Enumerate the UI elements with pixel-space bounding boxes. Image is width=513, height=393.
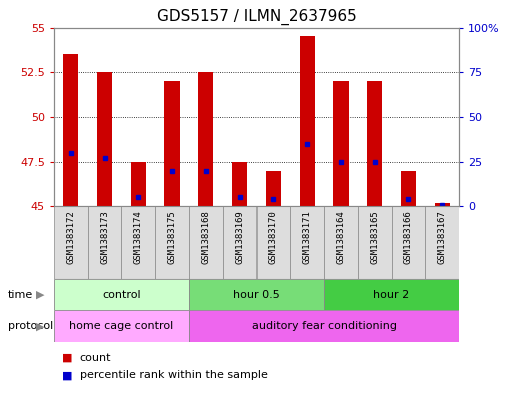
Text: GSM1383174: GSM1383174: [134, 210, 143, 264]
Text: ■: ■: [62, 370, 72, 380]
Text: time: time: [8, 290, 33, 300]
Text: GSM1383168: GSM1383168: [201, 210, 210, 264]
Bar: [391, 206, 425, 279]
Text: auditory fear conditioning: auditory fear conditioning: [251, 321, 397, 331]
Bar: [367, 81, 382, 206]
Bar: [54, 279, 189, 310]
Bar: [189, 279, 324, 310]
Bar: [131, 162, 146, 206]
Text: protocol: protocol: [8, 321, 53, 331]
Bar: [435, 203, 450, 206]
Bar: [425, 206, 459, 279]
Text: GSM1383165: GSM1383165: [370, 210, 379, 264]
Bar: [54, 310, 189, 342]
Bar: [54, 206, 88, 279]
Bar: [155, 206, 189, 279]
Text: home cage control: home cage control: [69, 321, 173, 331]
Bar: [333, 81, 348, 206]
Bar: [189, 206, 223, 279]
Text: hour 2: hour 2: [373, 290, 410, 300]
Text: GSM1383166: GSM1383166: [404, 210, 413, 264]
Text: percentile rank within the sample: percentile rank within the sample: [80, 370, 267, 380]
Bar: [189, 310, 459, 342]
Text: GSM1383167: GSM1383167: [438, 210, 447, 264]
Text: GSM1383173: GSM1383173: [100, 210, 109, 264]
Text: ▶: ▶: [36, 290, 45, 300]
Text: hour 0.5: hour 0.5: [233, 290, 280, 300]
Text: control: control: [102, 290, 141, 300]
Text: ■: ■: [62, 353, 72, 363]
Bar: [198, 72, 213, 206]
Text: ▶: ▶: [36, 321, 45, 331]
Bar: [97, 72, 112, 206]
Bar: [290, 206, 324, 279]
Bar: [324, 206, 358, 279]
Bar: [358, 206, 391, 279]
Text: GSM1383171: GSM1383171: [303, 210, 312, 264]
Bar: [324, 279, 459, 310]
Text: GSM1383169: GSM1383169: [235, 210, 244, 264]
Text: GSM1383164: GSM1383164: [337, 210, 345, 264]
Title: GDS5157 / ILMN_2637965: GDS5157 / ILMN_2637965: [156, 9, 357, 25]
Bar: [223, 206, 256, 279]
Text: GSM1383170: GSM1383170: [269, 210, 278, 264]
Bar: [266, 171, 281, 206]
Text: GSM1383175: GSM1383175: [168, 210, 176, 264]
Bar: [256, 206, 290, 279]
Bar: [63, 54, 78, 206]
Bar: [165, 81, 180, 206]
Bar: [122, 206, 155, 279]
Text: count: count: [80, 353, 111, 363]
Bar: [88, 206, 122, 279]
Bar: [300, 37, 315, 206]
Bar: [232, 162, 247, 206]
Bar: [401, 171, 416, 206]
Text: GSM1383172: GSM1383172: [66, 210, 75, 264]
